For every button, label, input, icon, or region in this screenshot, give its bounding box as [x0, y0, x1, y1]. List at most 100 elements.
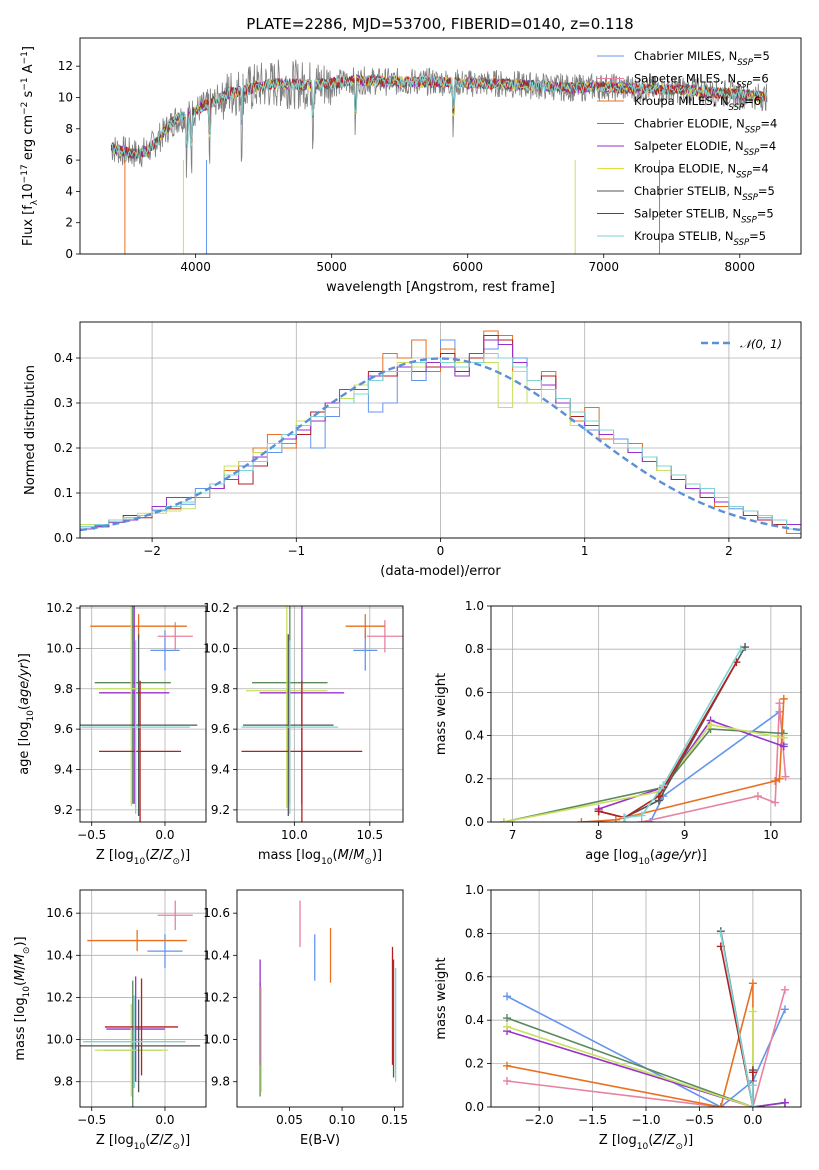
- panel-8: −2.0 −1.5 −1.0 −0.5 0.0 0.0 0.2 0.4 0.6 0.8 1.0 Z […: [434, 883, 802, 1152]
- weight-marker: [659, 781, 668, 790]
- panel-4: 10.0 10.5 9.2 9.4 9.6 9.8 10.0 10.2 mass [log10(…: [203, 601, 404, 867]
- y-tick-label: 10.0: [203, 1033, 230, 1047]
- weight-marker: [779, 742, 788, 751]
- x-tick-label: 7000: [588, 260, 619, 274]
- legend-label: Salpeter ELODIE, NSSP=4: [634, 139, 776, 158]
- weight-marker: [771, 776, 780, 785]
- weight-marker: [736, 645, 745, 654]
- x-axis-label: mass [log10(M/M⊙)]: [258, 848, 382, 867]
- y-tick-label: 0: [65, 247, 73, 261]
- panel-5: 7 8 9 10 0.0 0.2 0.4 0.6 0.8 1.0 age [log10(age/yr…: [434, 599, 802, 867]
- y-tick-label: 9.8: [54, 682, 73, 696]
- legend-label: Chabrier MILES, NSSP=5: [634, 49, 770, 68]
- legend-label: Chabrier STELIB, NSSP=5: [634, 184, 775, 203]
- x-tick-label: −1.5: [578, 1113, 607, 1127]
- y-tick-label: 10.0: [46, 1033, 73, 1047]
- error-bar-point: [366, 620, 403, 653]
- x-tick-label: 0.0: [155, 1113, 174, 1127]
- x-tick-label: 8: [595, 828, 603, 842]
- axes-frame: [490, 889, 802, 1108]
- weight-marker: [503, 992, 512, 1001]
- y-tick-label: 10.4: [203, 948, 230, 962]
- y-tick-label: 9.4: [211, 763, 230, 777]
- y-tick-label: 9.6: [211, 722, 230, 736]
- x-tick-label: 0.0: [743, 1113, 762, 1127]
- y-axis-label: mass [log10(M/M⊙)]: [13, 936, 32, 1060]
- y-tick-label: 6: [65, 153, 73, 167]
- y-axis-label: Normed distribution: [23, 365, 38, 495]
- error-bar-point: [157, 900, 193, 931]
- panel-7: 0.05 0.10 0.15 9.8 10.0 10.2 10.4 10.6 E(B-V): [203, 889, 408, 1148]
- y-tick-label: 0.3: [54, 396, 73, 410]
- y-tick-label: 10.2: [46, 990, 73, 1004]
- y-tick-label: 9.6: [54, 722, 73, 736]
- x-axis-label: wavelength [Angstrom, rest frame]: [326, 280, 555, 295]
- x-tick-label: 6000: [452, 260, 483, 274]
- y-tick-label: 12: [58, 59, 73, 73]
- x-axis-label: Z [log10(Z/Z⊙)]: [96, 1133, 190, 1152]
- x-tick-label: 7: [509, 828, 517, 842]
- weight-line: [506, 1030, 786, 1107]
- x-tick-label: 10.5: [356, 828, 383, 842]
- legend-label: 𝒩(0, 1): [740, 337, 782, 351]
- x-tick-label: −2.0: [525, 1113, 554, 1127]
- error-bar-point: [81, 640, 190, 814]
- weight-marker: [780, 1098, 789, 1107]
- weight-line: [598, 646, 746, 819]
- weight-marker: [594, 807, 603, 816]
- error-bar-point: [106, 976, 165, 1082]
- error-bar-point: [94, 606, 168, 806]
- panel-2: −2 −1 0 1 2 0.0 0.1 0.2 0.3 0.4 𝒩(0, 1) (data-model…: [23, 321, 802, 579]
- x-tick-label: 8000: [725, 260, 756, 274]
- y-tick-label: 10.0: [46, 641, 73, 655]
- weight-marker: [620, 813, 629, 822]
- y-tick-label: 0.0: [465, 1100, 484, 1114]
- error-bar-point: [157, 622, 193, 651]
- y-tick-label: 0.8: [465, 642, 484, 656]
- weight-line: [506, 1011, 754, 1107]
- weight-marker: [748, 1081, 757, 1090]
- legend-label: Kroupa STELIB, NSSP=5: [634, 229, 766, 248]
- weight-marker: [503, 1022, 512, 1031]
- axes-frame: [79, 321, 802, 539]
- x-tick-label: 0.05: [276, 1113, 303, 1127]
- x-tick-label: 0.10: [329, 1113, 356, 1127]
- weight-marker: [706, 720, 715, 729]
- x-tick-label: 0.15: [381, 1113, 408, 1127]
- y-tick-label: 10.4: [46, 948, 73, 962]
- y-tick-label: 9.4: [54, 763, 73, 777]
- weight-marker: [781, 772, 790, 781]
- error-bar-point: [80, 999, 201, 1093]
- weight-marker: [753, 792, 762, 801]
- weight-marker: [503, 1061, 512, 1070]
- weight-marker: [748, 979, 757, 988]
- error-bar-point: [246, 606, 328, 808]
- weight-marker: [637, 811, 646, 820]
- weight-marker: [748, 1103, 757, 1107]
- y-tick-label: 10.2: [203, 601, 230, 615]
- x-axis-label: Z [log10(Z/Z⊙)]: [96, 848, 190, 867]
- y-axis-label: mass weight: [434, 673, 449, 755]
- axes-frame: [79, 889, 207, 1108]
- x-tick-label: 10: [763, 828, 778, 842]
- y-tick-label: 1.0: [465, 883, 484, 897]
- weight-line: [624, 648, 742, 819]
- panel-6: −0.5 0.0 9.8 10.0 10.2 10.4 10.6 Z [log10(Z/Z⊙)…: [13, 889, 207, 1152]
- y-tick-label: 10.0: [203, 641, 230, 655]
- y-tick-label: 0.2: [54, 441, 73, 455]
- error-bar-point: [104, 978, 179, 1076]
- weight-marker: [748, 1068, 757, 1077]
- x-tick-label: 2: [725, 544, 733, 558]
- error-bar-point: [94, 1003, 168, 1097]
- y-tick-label: 2: [65, 216, 73, 230]
- error-bar-point: [243, 634, 334, 816]
- weight-line: [506, 983, 754, 1107]
- axes-frame: [236, 889, 404, 1108]
- x-tick-label: 0: [437, 544, 445, 558]
- panel-1: 4000 5000 6000 7000 8000 0 2 4 6 8 10 12 Chabrier MI…: [20, 37, 802, 295]
- y-tick-label: 9.2: [211, 803, 230, 817]
- y-tick-label: 1.0: [465, 599, 484, 613]
- y-tick-label: 0.0: [465, 815, 484, 829]
- x-axis-label: Z [log10(Z/Z⊙)]: [599, 1133, 693, 1152]
